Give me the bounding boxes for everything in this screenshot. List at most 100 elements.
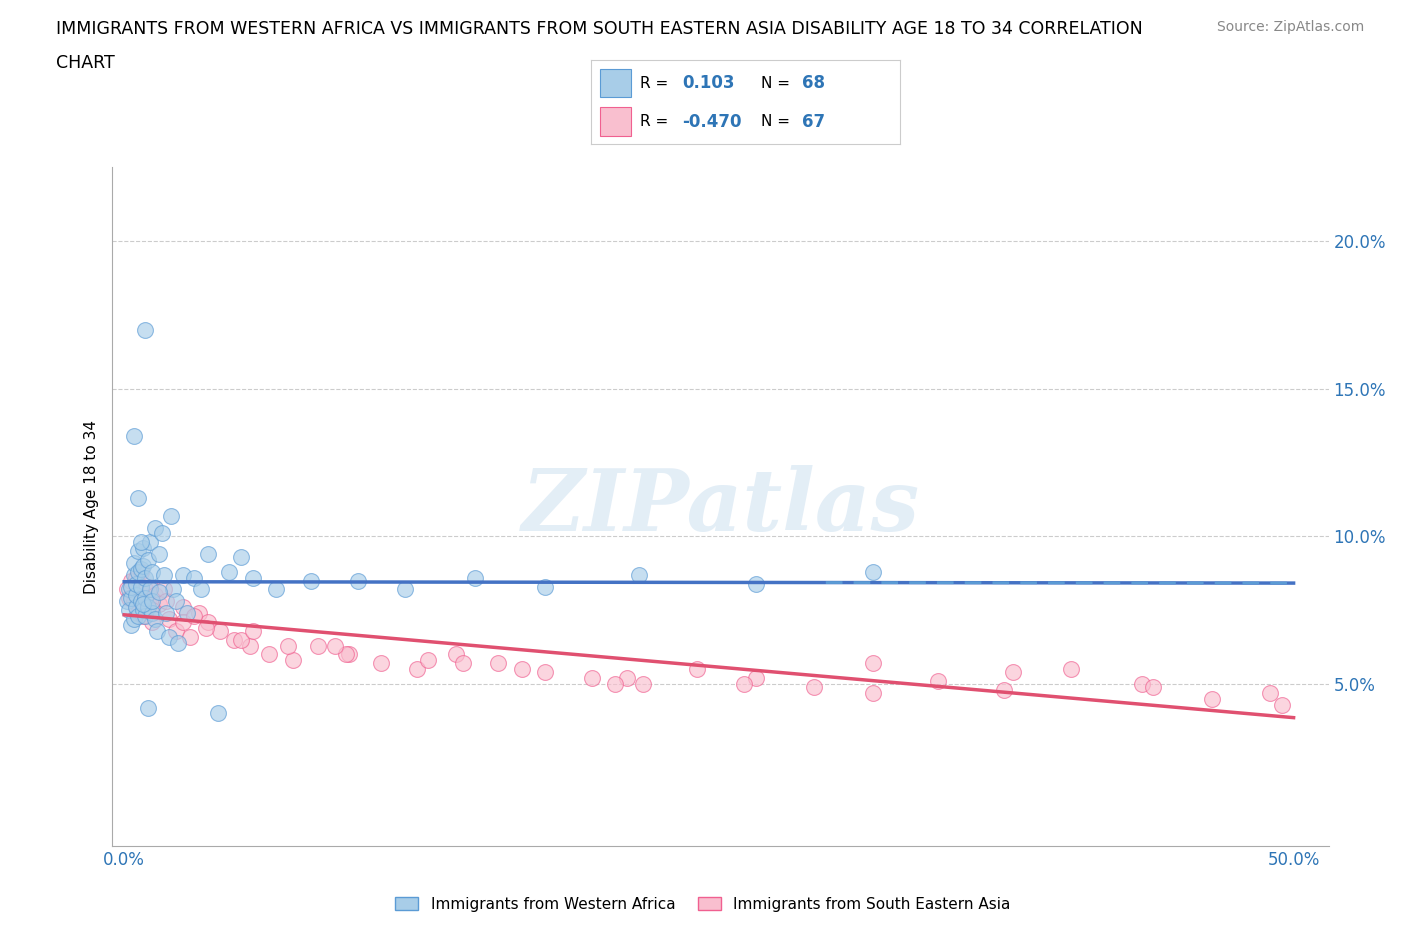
Point — [118, 591, 141, 605]
Point — [134, 591, 156, 605]
Point — [370, 656, 392, 671]
Point — [167, 635, 190, 650]
Text: -0.470: -0.470 — [682, 113, 741, 130]
Point — [134, 608, 156, 623]
Text: 0.103: 0.103 — [682, 74, 734, 92]
FancyBboxPatch shape — [600, 107, 631, 136]
Point — [418, 653, 440, 668]
Point — [127, 490, 149, 505]
Point — [197, 547, 219, 562]
Y-axis label: Disability Age 18 to 34: Disability Age 18 to 34 — [84, 419, 100, 594]
Point — [993, 683, 1015, 698]
Point — [122, 594, 145, 609]
Point — [744, 577, 766, 591]
Point — [197, 615, 219, 630]
Point — [627, 567, 650, 582]
Text: N =: N = — [761, 75, 790, 90]
Point — [862, 565, 884, 579]
Point — [115, 594, 138, 609]
Point — [150, 526, 173, 541]
Point — [143, 520, 166, 535]
Point — [148, 547, 170, 562]
Point — [323, 638, 346, 653]
Text: R =: R = — [640, 75, 668, 90]
Point — [132, 608, 155, 623]
Point — [132, 558, 155, 573]
Point — [120, 591, 142, 605]
Point — [446, 647, 468, 662]
Legend: Immigrants from Western Africa, Immigrants from South Eastern Asia: Immigrants from Western Africa, Immigran… — [389, 890, 1017, 918]
Point — [139, 535, 162, 550]
Text: 68: 68 — [803, 74, 825, 92]
Point — [136, 552, 159, 567]
Point — [132, 603, 155, 618]
Point — [510, 662, 533, 677]
Point — [122, 555, 145, 570]
Text: R =: R = — [640, 114, 668, 129]
Point — [581, 671, 603, 685]
Point — [122, 612, 145, 627]
Point — [122, 567, 145, 582]
Point — [125, 570, 148, 585]
Point — [141, 565, 163, 579]
Point — [118, 582, 141, 597]
Point — [183, 570, 205, 585]
Point — [129, 562, 152, 577]
Point — [160, 509, 183, 524]
Point — [299, 573, 322, 588]
Point — [394, 582, 416, 597]
Point — [125, 588, 148, 603]
Point — [281, 653, 304, 668]
Point — [1271, 698, 1294, 712]
Point — [134, 323, 156, 338]
Point — [134, 570, 156, 585]
Point — [136, 600, 159, 615]
Point — [141, 594, 163, 609]
Point — [120, 618, 142, 632]
Point — [127, 608, 149, 623]
Point — [862, 656, 884, 671]
Text: ZIPatlas: ZIPatlas — [522, 465, 920, 549]
Point — [143, 588, 166, 603]
Text: IMMIGRANTS FROM WESTERN AFRICA VS IMMIGRANTS FROM SOUTH EASTERN ASIA DISABILITY : IMMIGRANTS FROM WESTERN AFRICA VS IMMIGR… — [56, 20, 1143, 38]
Point — [179, 630, 201, 644]
Point — [616, 671, 638, 685]
Point — [464, 570, 486, 585]
Point — [118, 603, 141, 618]
Point — [1060, 662, 1083, 677]
Point — [335, 647, 357, 662]
Point — [165, 594, 187, 609]
Point — [264, 582, 287, 597]
Point — [172, 615, 194, 630]
Point — [183, 608, 205, 623]
Point — [209, 623, 232, 638]
Point — [803, 680, 825, 695]
Point — [129, 565, 152, 579]
Point — [257, 647, 280, 662]
Point — [222, 632, 246, 647]
Point — [153, 567, 176, 582]
Point — [172, 600, 194, 615]
Text: CHART: CHART — [56, 54, 115, 72]
Point — [534, 579, 557, 594]
Point — [1001, 665, 1024, 680]
Point — [136, 594, 159, 609]
Point — [141, 605, 163, 620]
Point — [239, 638, 262, 653]
Point — [307, 638, 329, 653]
Point — [486, 656, 509, 671]
Point — [242, 570, 264, 585]
Point — [1142, 680, 1164, 695]
Point — [162, 582, 184, 597]
Point — [136, 700, 159, 715]
Point — [195, 620, 218, 635]
Point — [337, 647, 360, 662]
Point — [172, 567, 194, 582]
Point — [157, 612, 180, 627]
Point — [1258, 685, 1281, 700]
Point — [139, 579, 162, 594]
FancyBboxPatch shape — [600, 69, 631, 98]
Point — [139, 582, 162, 597]
Point — [633, 676, 655, 691]
Point — [125, 577, 148, 591]
